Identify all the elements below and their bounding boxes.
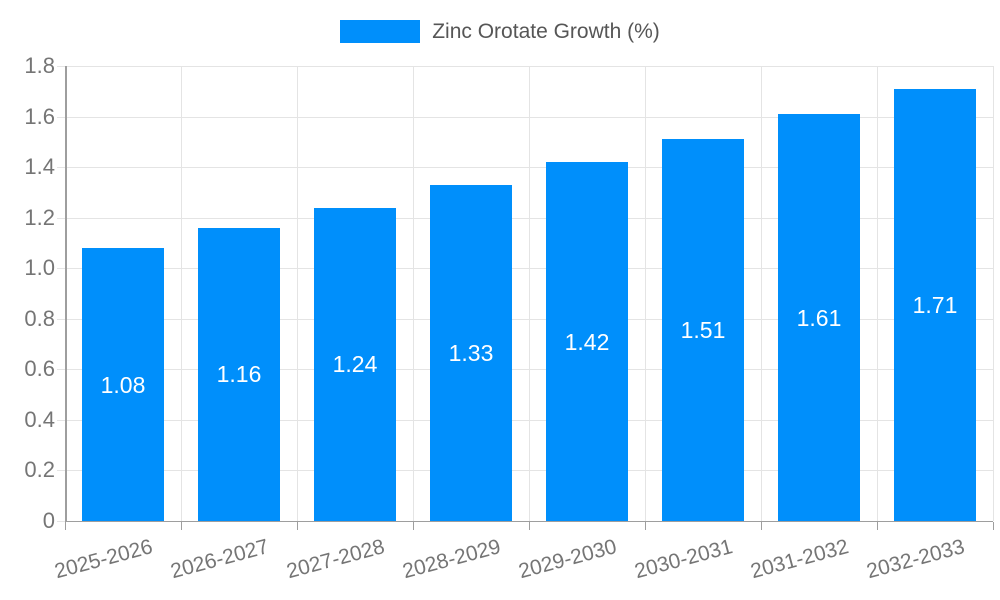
x-axis-tick — [877, 522, 878, 530]
bar-value-label: 1.71 — [912, 292, 958, 318]
x-axis-tick — [181, 522, 182, 530]
x-axis-tick — [993, 522, 994, 530]
y-axis-tick — [57, 218, 65, 219]
x-axis-category-label: 2026-2027 — [167, 535, 271, 584]
x-axis-category-label: 2032-2033 — [863, 535, 967, 584]
x-axis-category-label: 2028-2029 — [399, 535, 503, 584]
x-gridline — [297, 66, 298, 521]
bar-value-label: 1.08 — [100, 372, 146, 398]
x-axis-line — [65, 521, 993, 522]
y-axis-tick-label: 0.4 — [24, 407, 55, 432]
x-gridline — [529, 66, 530, 521]
x-axis-tick — [65, 522, 66, 530]
bar-2030-2031[interactable] — [662, 139, 744, 521]
y-axis-tick — [57, 470, 65, 471]
bar-2025-2026[interactable] — [82, 248, 164, 521]
y-axis-tick — [57, 117, 65, 118]
bar-value-label: 1.33 — [448, 340, 494, 366]
y-axis-tick-label: 1.6 — [24, 104, 55, 129]
x-axis-category-label: 2025-2026 — [51, 535, 155, 584]
legend[interactable]: Zinc Orotate Growth (%) — [0, 20, 1000, 43]
y-axis-tick-label: 1.2 — [24, 205, 55, 230]
y-axis-tick-label: 1.4 — [24, 154, 55, 179]
x-gridline — [413, 66, 414, 521]
x-axis-category-label: 2029-2030 — [515, 535, 619, 584]
x-axis-tick — [297, 522, 298, 530]
y-axis-tick-label: 0.6 — [24, 356, 55, 381]
bar-2026-2027[interactable] — [198, 228, 280, 521]
y-axis-tick — [57, 66, 65, 67]
bar-value-label: 1.51 — [680, 317, 726, 343]
bar-2028-2029[interactable] — [430, 185, 512, 521]
x-gridline — [993, 66, 994, 521]
y-axis-tick-label: 0.8 — [24, 306, 55, 331]
x-axis-tick — [413, 522, 414, 530]
x-axis-tick — [645, 522, 646, 530]
y-axis-tick — [57, 268, 65, 269]
legend-label: Zinc Orotate Growth (%) — [432, 20, 660, 43]
bar-2031-2032[interactable] — [778, 114, 860, 521]
x-gridline — [877, 66, 878, 521]
y-axis-tick — [57, 369, 65, 370]
x-axis-tick — [529, 522, 530, 530]
bar-value-label: 1.16 — [216, 361, 262, 387]
x-gridline — [181, 66, 182, 521]
bar-value-label: 1.24 — [332, 351, 378, 377]
y-axis-line — [65, 66, 67, 522]
y-axis-tick-label: 1.8 — [24, 53, 55, 78]
x-gridline — [645, 66, 646, 521]
y-axis-tick — [57, 521, 65, 522]
y-axis-tick — [57, 420, 65, 421]
x-axis-tick — [761, 522, 762, 530]
x-gridline — [761, 66, 762, 521]
y-axis-tick — [57, 319, 65, 320]
y-axis-tick-label: 1.0 — [24, 255, 55, 280]
bar-value-label: 1.61 — [796, 305, 842, 331]
x-axis-category-label: 2027-2028 — [283, 535, 387, 584]
y-axis-tick — [57, 167, 65, 168]
y-axis-tick-label: 0.2 — [24, 457, 55, 482]
bar-value-label: 1.42 — [564, 329, 610, 355]
legend-swatch — [340, 20, 421, 43]
bar-2029-2030[interactable] — [546, 162, 628, 521]
bar-2032-2033[interactable] — [894, 89, 976, 521]
x-axis-category-label: 2031-2032 — [747, 535, 851, 584]
bar-2027-2028[interactable] — [314, 208, 396, 521]
x-axis-category-label: 2030-2031 — [631, 535, 735, 584]
y-axis-tick-label: 0 — [42, 508, 55, 533]
